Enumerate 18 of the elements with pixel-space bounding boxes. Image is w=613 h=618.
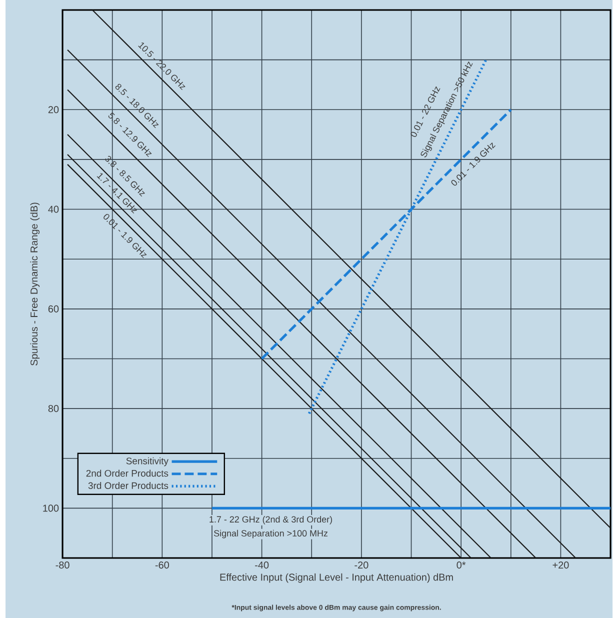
x-tick-label: -80	[56, 562, 70, 569]
annotation: Signal Separation >100 MHz	[214, 530, 328, 538]
y-tick-label: 100	[43, 504, 59, 512]
y-tick-label: 80	[48, 405, 59, 412]
y-tick-label: 40	[48, 206, 59, 213]
x-tick-label: -40	[255, 562, 269, 569]
x-axis-title: Effective Input (Signal Level - Input Attenuation) dBm	[220, 573, 454, 583]
x-tick-label: +20	[552, 562, 570, 569]
x-tick-label: -60	[156, 562, 170, 569]
legend-label: Sensitivity	[126, 457, 169, 466]
annotation: 1.7 - 22 GHz (2nd & 3rd Order)	[210, 516, 332, 524]
y-tick-label: 60	[48, 305, 59, 312]
x-tick-label: 0*	[456, 562, 466, 569]
y-tick-label: 20	[48, 106, 59, 114]
legend-label: 2nd Order Products	[86, 470, 168, 477]
x-tick-label: -20	[354, 562, 368, 569]
legend-label: 3rd Order Products	[88, 482, 168, 489]
y-axis-title: Spurious - Free Dynamic Range (dB)	[30, 202, 40, 366]
